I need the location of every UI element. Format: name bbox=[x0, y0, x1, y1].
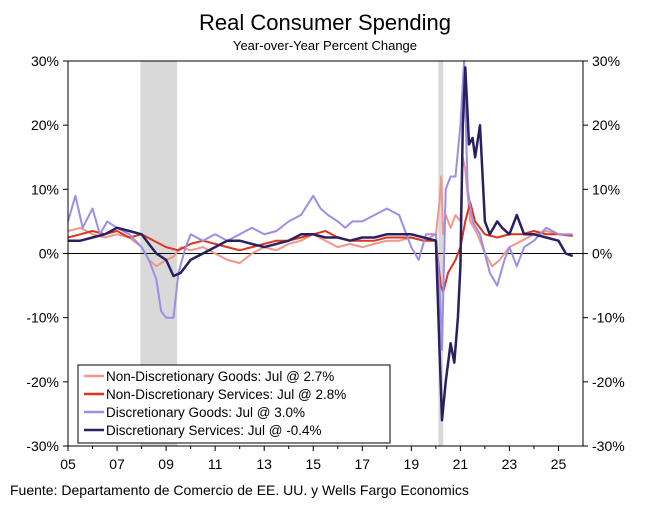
x-tick-label: 19 bbox=[404, 456, 420, 472]
x-tick-label: 09 bbox=[158, 456, 174, 472]
chart-subtitle: Year-over-Year Percent Change bbox=[233, 38, 417, 53]
x-tick-label: 23 bbox=[502, 456, 518, 472]
y-tick-label-right: 0% bbox=[592, 246, 612, 262]
y-tick-label-left: 20% bbox=[31, 117, 59, 133]
x-tick-label: 25 bbox=[551, 456, 567, 472]
axis-layer: 30% 30% 20% 20% 10% 10% 0% 0% -10% -10% -20% -20% -3… bbox=[26, 53, 624, 472]
y-tick-label-right: 10% bbox=[592, 181, 620, 197]
x-tick-label: 21 bbox=[453, 456, 469, 472]
legend-label-non-discretionary-services: Non-Discretionary Services: Jul @ 2.8% bbox=[106, 387, 346, 402]
y-tick-label-right: -30% bbox=[592, 438, 625, 454]
series-line-discretionary-services bbox=[68, 66, 574, 422]
x-tick-label: 11 bbox=[208, 456, 223, 472]
y-tick-label-left: -10% bbox=[26, 310, 59, 326]
source-note: Fuente: Departamento de Comercio de EE. … bbox=[10, 482, 469, 498]
y-tick-label-right: 30% bbox=[592, 53, 620, 69]
y-tick-label-left: -30% bbox=[26, 438, 59, 454]
y-tick-label-right: -20% bbox=[592, 374, 625, 390]
y-tick-label-right: 20% bbox=[592, 117, 620, 133]
y-tick-label-right: -10% bbox=[592, 310, 625, 326]
x-tick-label: 05 bbox=[60, 456, 76, 472]
legend-label-non-discretionary-goods: Non-Discretionary Goods: Jul @ 2.7% bbox=[106, 369, 334, 384]
x-tick-label: 17 bbox=[354, 456, 370, 472]
x-tick-label: 13 bbox=[256, 456, 272, 472]
x-tick-label: 07 bbox=[109, 456, 125, 472]
x-tick-label: 15 bbox=[305, 456, 321, 472]
series-layer bbox=[67, 60, 574, 422]
series-line-non-discretionary-goods bbox=[67, 156, 573, 268]
series-line-discretionary-goods bbox=[67, 60, 573, 351]
y-tick-label-left: 10% bbox=[31, 181, 59, 197]
legend-label-discretionary-services: Discretionary Services: Jul @ -0.4% bbox=[106, 423, 322, 438]
y-tick-label-left: 30% bbox=[31, 53, 59, 69]
legend-label-discretionary-goods: Discretionary Goods: Jul @ 3.0% bbox=[106, 405, 305, 420]
y-tick-label-left: -20% bbox=[26, 374, 59, 390]
legend-box bbox=[77, 364, 391, 444]
y-tick-label-left: 0% bbox=[39, 246, 59, 262]
legend: Non-Discretionary Goods: Jul @ 2.7% Non-… bbox=[77, 364, 391, 444]
chart-title: Real Consumer Spending bbox=[199, 10, 451, 35]
